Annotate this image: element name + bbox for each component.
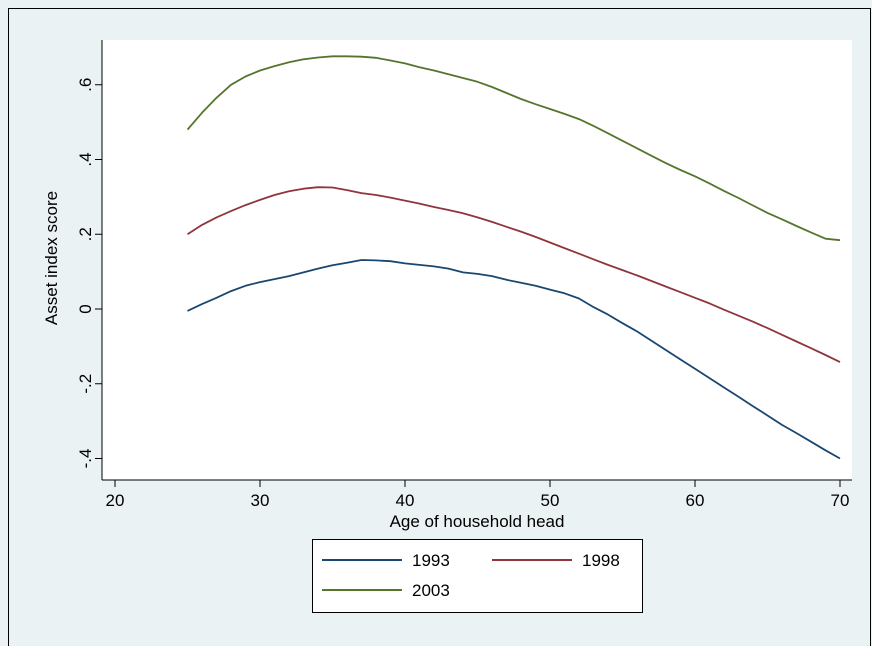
y-tick-label: -.4 [76,449,95,469]
legend: 1993 1998 2003 [312,539,643,613]
x-tick-label: 60 [686,491,705,510]
series-line-1998 [187,186,841,363]
legend-box [312,539,643,613]
y-tick-label: 0 [76,304,95,313]
y-tick-label: -.2 [76,374,95,394]
y-tick-label: .2 [76,227,95,241]
x-tick-label: 70 [831,491,850,510]
y-axis: -.4 -.2 0 .2 .4 .6 [76,40,103,480]
y-tick-label: .4 [76,152,95,166]
y-axis-label: Asset index score [42,191,61,325]
figure-border [8,8,871,646]
series-lines [186,55,841,460]
y-tick-label: .6 [76,78,95,92]
series-line-2003 [186,55,841,242]
x-tick-label: 20 [106,491,125,510]
legend-label-1998: 1998 [582,551,620,570]
x-tick-label: 40 [396,491,415,510]
x-axis: 20 30 40 50 60 70 [102,479,852,510]
legend-label-1993: 1993 [412,551,450,570]
series-line-1993 [187,259,841,460]
x-tick-label: 50 [541,491,560,510]
x-axis-label: Age of household head [390,512,565,531]
x-tick-label: 30 [251,491,270,510]
legend-label-2003: 2003 [412,581,450,600]
plot-area [102,40,852,480]
